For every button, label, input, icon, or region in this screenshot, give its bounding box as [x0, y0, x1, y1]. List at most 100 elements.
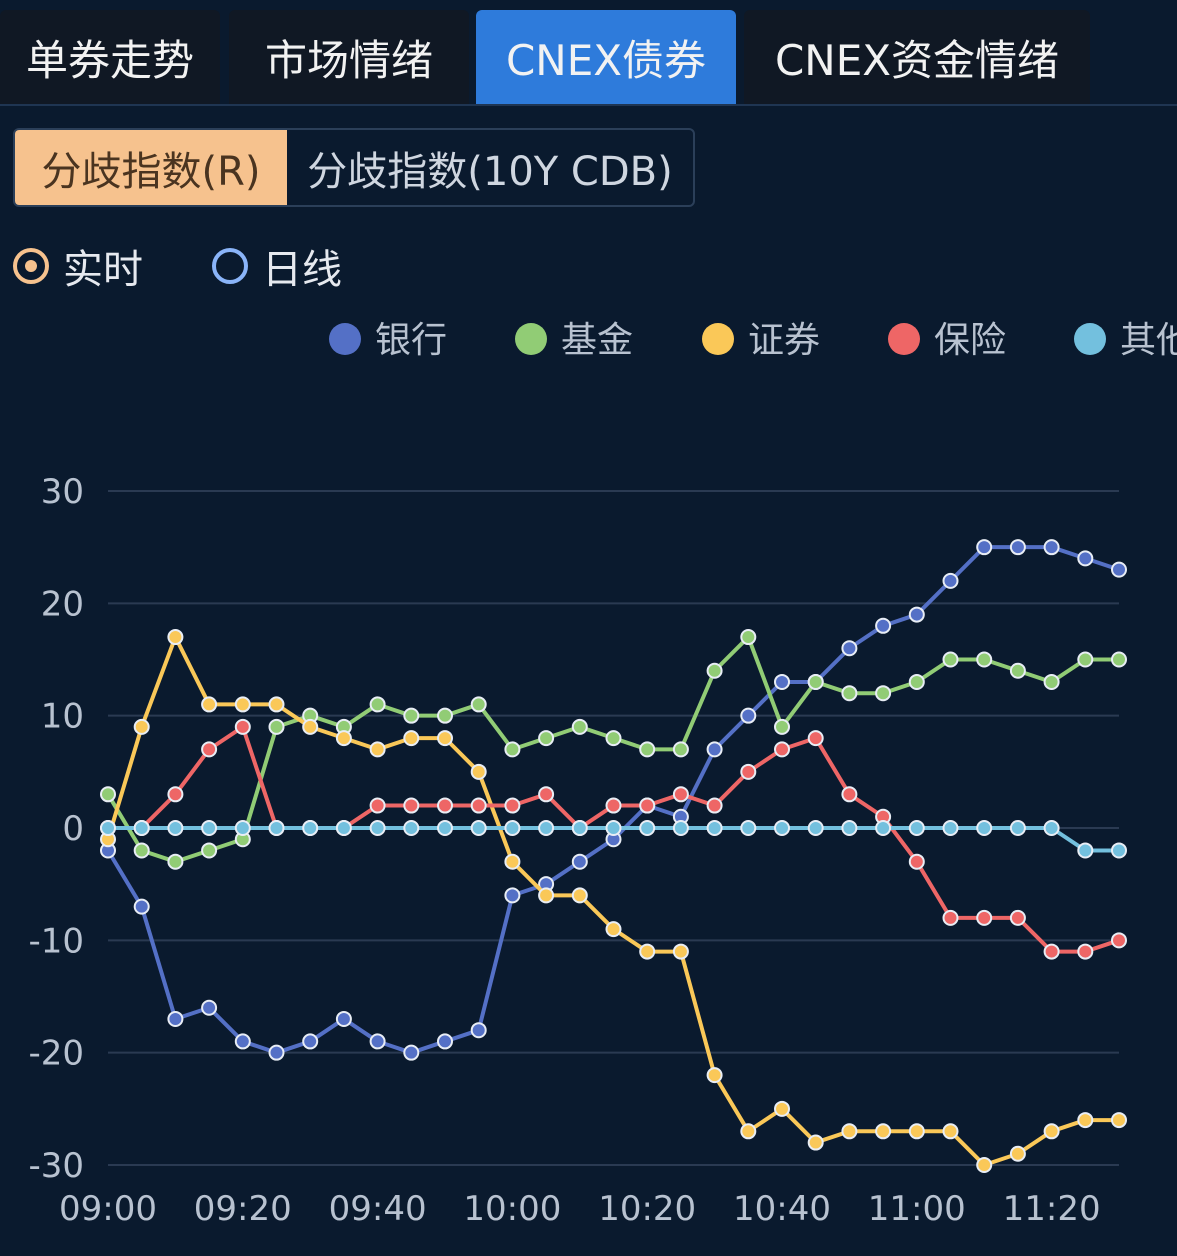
- data-point[interactable]: [437, 1033, 453, 1050]
- data-point[interactable]: [571, 820, 588, 836]
- data-point[interactable]: [470, 1022, 487, 1039]
- data-point[interactable]: [875, 685, 892, 702]
- data-point[interactable]: [908, 673, 925, 690]
- tab-market-sentiment[interactable]: 市场情绪: [229, 10, 469, 104]
- data-point[interactable]: [740, 629, 757, 646]
- data-point[interactable]: [268, 820, 285, 836]
- data-point[interactable]: [1009, 539, 1026, 556]
- data-point[interactable]: [908, 853, 925, 870]
- data-point[interactable]: [369, 1033, 386, 1050]
- data-point[interactable]: [538, 786, 555, 803]
- data-point[interactable]: [538, 730, 555, 747]
- data-point[interactable]: [133, 842, 150, 859]
- data-point[interactable]: [976, 539, 993, 556]
- data-point[interactable]: [437, 820, 453, 836]
- data-point[interactable]: [437, 797, 453, 814]
- data-point[interactable]: [437, 707, 453, 724]
- data-point[interactable]: [201, 820, 218, 836]
- data-point[interactable]: [639, 797, 656, 814]
- data-point[interactable]: [1077, 651, 1094, 668]
- data-point[interactable]: [571, 887, 588, 904]
- segment-divergence-index-10y-cdb[interactable]: 分歧指数(10Y CDB): [307, 148, 673, 195]
- data-point[interactable]: [504, 797, 521, 814]
- data-point[interactable]: [133, 898, 150, 915]
- data-point[interactable]: [369, 797, 386, 814]
- data-point[interactable]: [807, 673, 824, 690]
- data-point[interactable]: [403, 1044, 420, 1061]
- data-point[interactable]: [706, 741, 723, 758]
- data-point[interactable]: [403, 820, 420, 836]
- data-point[interactable]: [1009, 662, 1026, 679]
- data-point[interactable]: [100, 820, 116, 836]
- data-point[interactable]: [740, 1123, 757, 1140]
- data-point[interactable]: [740, 763, 757, 780]
- data-point[interactable]: [234, 820, 251, 836]
- radio-realtime[interactable]: 实时: [13, 238, 143, 294]
- data-point[interactable]: [605, 797, 622, 814]
- data-point[interactable]: [976, 909, 993, 926]
- data-point[interactable]: [1077, 943, 1094, 960]
- data-point[interactable]: [504, 741, 521, 758]
- data-point[interactable]: [942, 1123, 959, 1140]
- tab-cnex-funding-sentiment[interactable]: CNEX资金情绪: [744, 10, 1090, 104]
- data-point[interactable]: [976, 1157, 993, 1173]
- data-point[interactable]: [167, 1010, 184, 1027]
- data-point[interactable]: [201, 696, 218, 713]
- data-point[interactable]: [841, 1123, 858, 1140]
- data-point[interactable]: [403, 730, 420, 747]
- legend-item[interactable]: 保险: [888, 320, 1006, 361]
- legend-item[interactable]: 其他: [1074, 320, 1177, 361]
- data-point[interactable]: [908, 820, 925, 836]
- data-point[interactable]: [234, 1033, 251, 1050]
- data-point[interactable]: [1077, 1112, 1094, 1129]
- data-point[interactable]: [571, 718, 588, 735]
- data-point[interactable]: [470, 797, 487, 814]
- data-point[interactable]: [1043, 539, 1060, 556]
- data-point[interactable]: [1043, 943, 1060, 960]
- data-point[interactable]: [1043, 1123, 1060, 1140]
- data-point[interactable]: [774, 673, 790, 690]
- data-point[interactable]: [774, 741, 790, 758]
- data-point[interactable]: [841, 640, 858, 657]
- data-point[interactable]: [1111, 651, 1127, 668]
- data-point[interactable]: [167, 629, 184, 646]
- data-point[interactable]: [976, 820, 993, 836]
- data-point[interactable]: [369, 741, 386, 758]
- legend-item[interactable]: 银行: [329, 320, 447, 361]
- data-point[interactable]: [167, 786, 184, 803]
- data-point[interactable]: [268, 696, 285, 713]
- data-point[interactable]: [1111, 1112, 1127, 1129]
- data-point[interactable]: [908, 606, 925, 623]
- data-point[interactable]: [976, 651, 993, 668]
- data-point[interactable]: [1043, 673, 1060, 690]
- data-point[interactable]: [1111, 842, 1127, 859]
- data-point[interactable]: [706, 662, 723, 679]
- data-point[interactable]: [1009, 1145, 1026, 1162]
- data-point[interactable]: [470, 763, 487, 780]
- data-point[interactable]: [369, 820, 386, 836]
- data-point[interactable]: [841, 820, 858, 836]
- data-point[interactable]: [571, 853, 588, 870]
- data-point[interactable]: [672, 820, 689, 836]
- legend-item[interactable]: 证券: [702, 320, 820, 361]
- data-point[interactable]: [841, 685, 858, 702]
- legend-item[interactable]: 基金: [515, 320, 633, 361]
- data-point[interactable]: [942, 651, 959, 668]
- data-point[interactable]: [302, 1033, 319, 1050]
- data-point[interactable]: [302, 820, 319, 836]
- data-point[interactable]: [201, 999, 218, 1016]
- data-point[interactable]: [234, 718, 251, 735]
- data-point[interactable]: [470, 696, 487, 713]
- data-point[interactable]: [133, 820, 150, 836]
- data-point[interactable]: [605, 820, 622, 836]
- data-point[interactable]: [908, 1123, 925, 1140]
- data-point[interactable]: [875, 820, 892, 836]
- data-point[interactable]: [1077, 550, 1094, 567]
- data-point[interactable]: [1111, 561, 1127, 578]
- data-point[interactable]: [605, 730, 622, 747]
- data-point[interactable]: [942, 820, 959, 836]
- data-point[interactable]: [807, 730, 824, 747]
- data-point[interactable]: [335, 820, 352, 836]
- tab-cnex-bonds[interactable]: CNEX债券: [476, 10, 736, 104]
- data-point[interactable]: [1043, 820, 1060, 836]
